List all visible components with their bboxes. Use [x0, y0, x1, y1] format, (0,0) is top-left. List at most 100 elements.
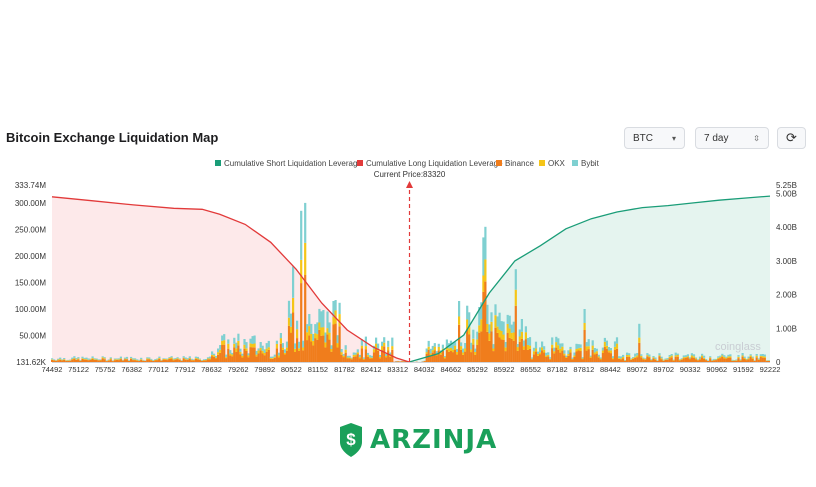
binance-bar	[478, 332, 481, 362]
okx-bar	[292, 298, 295, 313]
bybit-bar	[692, 354, 696, 357]
bybit-bar	[308, 314, 311, 327]
coin-select[interactable]: BTC ▾	[624, 127, 685, 149]
bybit-bar	[474, 348, 477, 352]
x-tick-label: 78632	[201, 365, 222, 374]
bybit-bar	[429, 348, 432, 354]
bybit-bar	[709, 356, 712, 358]
bybit-bar	[721, 353, 724, 356]
okx-bar	[283, 352, 287, 355]
okx-bar	[211, 354, 214, 357]
binance-bar	[115, 359, 118, 362]
binance-bar	[445, 349, 448, 362]
period-select[interactable]: 7 day ⇳	[695, 127, 769, 149]
bybit-bar	[547, 352, 550, 355]
y-right-tick-label: 1.00B	[776, 324, 797, 333]
y-left-tick-label: 300.00M	[15, 199, 46, 208]
bybit-bar	[83, 357, 86, 359]
binance-bar	[107, 360, 110, 362]
binance-bar	[127, 361, 131, 362]
binance-bar	[144, 361, 147, 362]
okx-bar	[524, 332, 527, 340]
binance-bar	[547, 356, 550, 362]
okx-bar	[310, 334, 313, 342]
bybit-bar	[514, 269, 517, 290]
binance-bar	[105, 361, 108, 362]
bybit-bar	[134, 358, 137, 360]
x-tick-label: 84662	[440, 365, 461, 374]
bybit-bar	[267, 340, 270, 348]
bybit-bar	[563, 350, 566, 354]
binance-bar	[532, 354, 536, 362]
binance-bar	[95, 360, 98, 362]
okx-bar	[729, 356, 732, 358]
axes: 333.74M 300.00M 250.00M 200.00M 150.00M 100.0…	[15, 181, 797, 374]
bybit-bar	[575, 343, 578, 349]
binance-bar	[686, 357, 689, 362]
binance-bar	[231, 356, 234, 362]
bybit-bar	[573, 352, 576, 356]
bybit-bar	[247, 353, 250, 356]
okx-bar	[150, 359, 153, 361]
bybit-bar	[678, 359, 681, 361]
binance-bar	[443, 358, 446, 362]
bybit-bar	[583, 309, 586, 323]
binance-bar	[81, 359, 84, 362]
okx-bar	[77, 358, 80, 360]
binance-bar	[332, 324, 335, 362]
okx-bar	[263, 353, 266, 356]
bybit-bar	[318, 308, 321, 323]
binance-bar	[142, 360, 145, 362]
binance-bar	[672, 360, 675, 362]
x-tick-label: 74492	[42, 365, 63, 374]
bybit-bar	[537, 351, 540, 354]
okx-bar	[449, 348, 453, 351]
binance-bar	[150, 360, 153, 362]
binance-bar	[630, 359, 633, 362]
okx-bar	[575, 349, 578, 352]
binance-bar	[617, 358, 621, 362]
binance-bar	[652, 358, 655, 362]
binance-bar	[277, 357, 280, 362]
okx-bar	[735, 360, 738, 361]
binance-bar	[69, 360, 72, 362]
okx-bar	[686, 356, 689, 358]
binance-bar	[707, 361, 710, 362]
bybit-bar	[200, 360, 203, 361]
binance-bar	[674, 356, 677, 362]
okx-bar	[451, 349, 455, 353]
okx-bar	[719, 356, 722, 359]
okx-bar	[63, 359, 66, 360]
okx-bar	[615, 343, 619, 349]
refresh-button[interactable]: ⟳	[777, 127, 806, 149]
okx-bar	[597, 356, 600, 358]
binance-bar	[283, 354, 287, 362]
binance-bar	[75, 359, 78, 362]
okx-bar	[223, 340, 226, 345]
bybit-bar	[741, 353, 744, 356]
okx-bar	[502, 334, 505, 340]
okx-bar	[725, 357, 728, 359]
bybit-bar	[239, 348, 242, 352]
bybit-bar	[223, 334, 226, 341]
bybit-bar	[518, 329, 521, 337]
okx-bar	[134, 359, 137, 361]
binance-bar	[275, 348, 278, 362]
okx-bar	[85, 359, 88, 360]
binance-bar	[354, 356, 357, 362]
okx-bar	[759, 356, 762, 357]
bybit-bar	[620, 356, 623, 359]
binance-bar	[757, 360, 760, 362]
bybit-bar	[328, 322, 331, 333]
binance-bar	[312, 345, 315, 362]
okx-bar	[73, 357, 76, 359]
bybit-bar	[690, 353, 693, 356]
bybit-bar	[379, 355, 382, 357]
okx-bar	[368, 357, 372, 359]
okx-bar	[237, 341, 240, 346]
okx-bar	[674, 355, 677, 357]
binance-bar	[464, 351, 467, 362]
binance-bar	[73, 358, 76, 362]
bybit-bar	[182, 356, 185, 358]
binance-bar	[666, 359, 669, 362]
